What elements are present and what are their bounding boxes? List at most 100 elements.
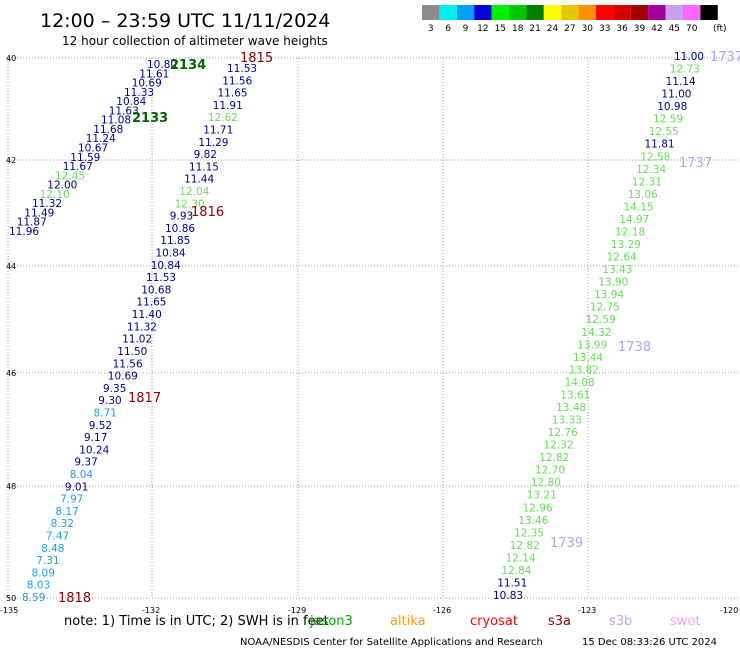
swh-value-label: 10.84 xyxy=(116,96,146,108)
legend-bin-label: 45 xyxy=(669,24,680,34)
swh-value-label: 9.01 xyxy=(65,481,88,493)
footer-note: note: 1) Time is in UTC; 2) SWH is in fe… xyxy=(64,614,329,629)
swh-value-label: 12.31 xyxy=(632,176,662,188)
swh-value-label: 11.00 xyxy=(674,51,704,63)
swh-value-label: 11.59 xyxy=(70,152,100,164)
legend-swatch xyxy=(700,5,718,20)
swh-value-label: 11.32 xyxy=(32,198,62,210)
swh-value-label: 9.52 xyxy=(89,420,112,432)
legend-swatch xyxy=(683,5,701,20)
swh-value-label: 12.45 xyxy=(55,170,85,182)
swh-value-label: 12.82 xyxy=(539,452,569,464)
swh-value-label: 10.98 xyxy=(657,101,687,113)
legend-bin-label: 3 xyxy=(428,24,434,34)
track-time-label: 1816 xyxy=(191,205,224,220)
satellite-label-cryosat: cryosat xyxy=(470,614,518,629)
track-time-label: 1817 xyxy=(128,391,161,406)
lon-label: -129 xyxy=(288,606,306,615)
swh-value-label: 14.08 xyxy=(565,377,595,389)
swh-value-label: 13.82 xyxy=(569,364,599,376)
swh-value-label: 11.50 xyxy=(117,346,147,358)
swh-value-label: 13.48 xyxy=(556,402,586,414)
swh-value-label: 11.02 xyxy=(122,334,152,346)
swh-value-label: 13.90 xyxy=(598,277,628,289)
swh-value-label: 11.32 xyxy=(127,321,157,333)
latitude-labels: 40 42 44 46 48 50 xyxy=(6,54,16,603)
legend-bin-label: 36 xyxy=(616,24,628,34)
satellite-label-altika: altika xyxy=(390,614,426,629)
legend-bin-label: 27 xyxy=(564,24,575,34)
swh-value-label: 12.35 xyxy=(514,527,544,539)
lon-label: -135 xyxy=(0,606,18,615)
swh-value-label: 11.15 xyxy=(189,161,219,173)
swh-value-label: 12.80 xyxy=(531,477,561,489)
swh-value-label: 10.80 xyxy=(147,59,177,71)
track-time-labels: 1815 2134 2133 1816 1817 1818 1737 1737 … xyxy=(58,50,740,606)
swh-value-label: 11.53 xyxy=(227,63,257,75)
lat-label: 50 xyxy=(6,594,16,603)
swh-value-label: 11.53 xyxy=(146,272,176,284)
swh-value-label: 11.67 xyxy=(63,161,93,173)
swh-value-label: 9.37 xyxy=(74,457,97,469)
swh-value-label: 11.87 xyxy=(17,217,47,229)
legend-bin-label: 12 xyxy=(477,24,488,34)
swh-value-label: 11.65 xyxy=(218,88,248,100)
legend-bin-label: 15 xyxy=(495,24,506,34)
altimeter-tracks: 10.8011.6110.6911.3310.8411.6311.0811.68… xyxy=(9,51,704,604)
swh-value-label: 12.59 xyxy=(653,114,683,126)
legend-bin-label: 42 xyxy=(651,24,662,34)
legend-bin-label: 33 xyxy=(599,24,610,34)
swh-value-label: 12.34 xyxy=(636,164,666,176)
swh-value-label: 12.82 xyxy=(510,540,540,552)
track-time-label: 1737 xyxy=(679,156,712,171)
swh-value-label: 11.14 xyxy=(666,76,696,88)
legend-unit-label: (ft) xyxy=(713,24,727,34)
satellite-label-jason3: jason3 xyxy=(309,614,353,629)
swh-value-label: 12.55 xyxy=(649,126,679,138)
swh-value-label: 10.68 xyxy=(141,284,171,296)
wave-height-color-legend: 3 6 9 12 15 18 21 24 27 30 33 36 39 42 45 70 xyxy=(422,5,718,34)
legend-swatch xyxy=(613,5,631,20)
swh-value-label: 12.70 xyxy=(535,465,565,477)
swh-value-label: 11.91 xyxy=(213,100,243,112)
swh-value-label: 13.44 xyxy=(573,352,603,364)
swh-value-label: 13.94 xyxy=(594,289,624,301)
swh-value-label: 8.32 xyxy=(51,518,74,530)
swh-value-label: 10.69 xyxy=(132,78,162,90)
swh-value-label: 14.15 xyxy=(624,201,654,213)
legend-swatch xyxy=(561,5,579,20)
swh-value-label: 13.21 xyxy=(527,490,557,502)
swh-value-label: 11.56 xyxy=(222,75,252,87)
swh-value-label: 12.14 xyxy=(506,552,536,564)
longitude-labels: -135 -132 -129 -126 -123 -120 xyxy=(0,606,738,615)
legend-swatch xyxy=(630,5,649,20)
swh-value-label: 12.30 xyxy=(175,198,205,210)
lat-label: 40 xyxy=(6,54,16,63)
legend-swatch xyxy=(474,5,492,20)
swh-value-label: 12.58 xyxy=(640,151,670,163)
swh-value-label: 14.97 xyxy=(619,214,649,226)
legend-bin-label: 18 xyxy=(512,24,524,34)
swh-value-label: 12.10 xyxy=(40,189,70,201)
swh-value-label: 13.29 xyxy=(611,239,641,251)
lon-label: -123 xyxy=(578,606,596,615)
legend-bin-label: 30 xyxy=(582,24,594,34)
map-border xyxy=(7,57,740,599)
legend-swatch xyxy=(422,5,440,20)
legend-swatch xyxy=(509,5,527,20)
map-title: 12:00 – 23:59 UTC 11/11/2024 xyxy=(40,10,330,32)
swh-value-label: 10.86 xyxy=(165,223,195,235)
swh-value-label: 10.24 xyxy=(79,444,109,456)
swh-value-label: 13.46 xyxy=(518,515,548,527)
legend-bin-label: 21 xyxy=(529,24,540,34)
map-frame xyxy=(7,57,740,599)
swh-value-label: 10.83 xyxy=(493,590,523,602)
swh-value-label: 11.00 xyxy=(661,89,691,101)
swh-value-label: 12.76 xyxy=(548,427,578,439)
swh-value-label: 12.96 xyxy=(523,502,553,514)
legend-bin-label: 6 xyxy=(445,24,451,34)
swh-value-label: 9.35 xyxy=(103,383,126,395)
swh-value-label: 10.84 xyxy=(156,248,186,260)
